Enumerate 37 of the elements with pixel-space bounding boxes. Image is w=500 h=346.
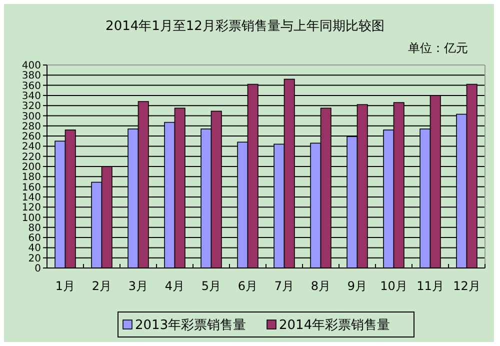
y-tick-label: 20 [28, 253, 41, 264]
y-tick-label: 340 [22, 90, 41, 102]
x-tick-label: 1月 [55, 279, 76, 293]
x-tick-label: 11月 [416, 279, 444, 293]
y-tick-label: 40 [28, 243, 41, 254]
y-tick-label: 380 [22, 70, 41, 82]
text: 单位：亿元 [408, 41, 468, 55]
y-tick-label: 320 [22, 101, 41, 112]
x-tick-label: 10月 [380, 279, 408, 293]
x-tick-label: 12月 [453, 279, 480, 293]
y-tick-label: 220 [22, 152, 41, 163]
x-tick-label: 8月 [310, 279, 331, 293]
legend-label: 2013年彩票销售量 [135, 318, 246, 333]
legend-label: 2014年彩票销售量 [279, 318, 390, 333]
x-tick-label: 7月 [274, 279, 294, 293]
y-tick-label: 60 [28, 233, 41, 244]
y-tick-label: 280 [22, 121, 41, 132]
x-tick-label: 9月 [347, 279, 368, 293]
y-tick-label: 400 [22, 60, 41, 72]
y-tick-label: 300 [22, 111, 41, 122]
y-tick-label: 160 [22, 182, 41, 194]
y-tick-label: 180 [22, 172, 41, 184]
y-tick-label: 120 [22, 202, 41, 214]
y-tick-label: 360 [22, 80, 41, 92]
y-tick-label: 240 [22, 142, 41, 153]
y-tick-label: 200 [22, 162, 41, 173]
x-tick-label: 4月 [164, 279, 185, 293]
y-tick-label: 0 [34, 264, 41, 274]
y-tick-label: 100 [22, 212, 41, 224]
chart-title: 2014年1月至12月彩票销售量与上年同期比较图 [106, 19, 384, 34]
y-tick-label: 260 [22, 132, 41, 143]
y-tick-label: 140 [22, 192, 41, 204]
x-tick-label: 2月 [92, 279, 112, 293]
x-tick-label: 5月 [201, 279, 222, 293]
x-tick-label: 3月 [128, 279, 148, 293]
x-tick-label: 6月 [238, 279, 258, 293]
y-tick-label: 80 [28, 222, 41, 234]
